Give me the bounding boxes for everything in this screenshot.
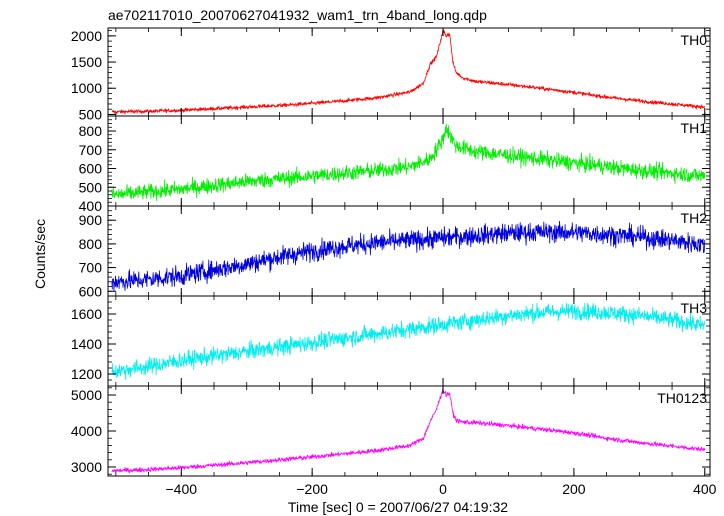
- panel-th2: 600 700 800 900 TH2: [79, 205, 711, 299]
- panel-th0: 500 1000 1500 2000 TH0: [71, 27, 711, 122]
- y-tick-label: 500: [79, 179, 103, 195]
- y-tick-label: 600: [79, 283, 103, 299]
- y-tick-label: 1500: [71, 54, 102, 70]
- panel-label-th1: TH1: [681, 120, 708, 136]
- y-tick-label: 800: [79, 236, 103, 252]
- y-tick-label: 700: [79, 142, 103, 158]
- series-line-th0: [111, 29, 706, 115]
- x-tick-label: 0: [439, 481, 447, 497]
- y-tick-label: 1400: [71, 336, 102, 352]
- series-line-th0123: [111, 387, 706, 474]
- panel-th0123: 3000 4000 5000 TH0123: [71, 385, 711, 477]
- series-line-th3: [111, 302, 706, 380]
- y-tick-label: 600: [79, 161, 103, 177]
- y-tick-label: 1200: [71, 366, 102, 382]
- chart-title: ae702117010_20070627041932_wam1_trn_4ban…: [108, 7, 487, 23]
- panel-th3: 1200 1400 1600 TH3: [71, 295, 711, 387]
- panel-label-th0: TH0: [681, 32, 708, 48]
- y-tick-label: 3000: [71, 459, 102, 475]
- y-tick-label: 700: [79, 260, 103, 276]
- y-tick-label: 2000: [71, 28, 102, 44]
- series-line-th1: [111, 124, 706, 202]
- series-line-th2: [111, 220, 706, 292]
- x-tick-label: 400: [693, 481, 717, 497]
- panel-th1: 400 500 600 700 800 TH1: [79, 115, 711, 214]
- y-tick-label: 1000: [71, 80, 102, 96]
- panel-label-th2: TH2: [681, 210, 708, 226]
- panel-label-th0123: TH0123: [657, 390, 707, 406]
- panel-frame: [107, 115, 711, 207]
- y-tick-label: 1600: [71, 306, 102, 322]
- x-axis-label: Time [sec] 0 = 2007/06/27 04:19:32: [288, 499, 508, 515]
- y-tick-label: 800: [79, 123, 103, 139]
- panel-frame: [107, 27, 711, 117]
- y-tick-label: 900: [79, 212, 103, 228]
- y-tick-label: 500: [79, 106, 103, 122]
- x-tick-label: −200: [296, 481, 328, 497]
- x-tick-label: 200: [562, 481, 586, 497]
- panel-frame: [107, 385, 711, 477]
- panel-frame: [107, 205, 711, 297]
- y-tick-label: 400: [79, 198, 103, 214]
- y-tick-label: 5000: [71, 387, 102, 403]
- x-tick-label: −400: [166, 481, 198, 497]
- y-axis-label: Counts/sec: [32, 219, 48, 289]
- y-tick-label: 4000: [71, 423, 102, 439]
- panel-label-th3: TH3: [681, 300, 708, 316]
